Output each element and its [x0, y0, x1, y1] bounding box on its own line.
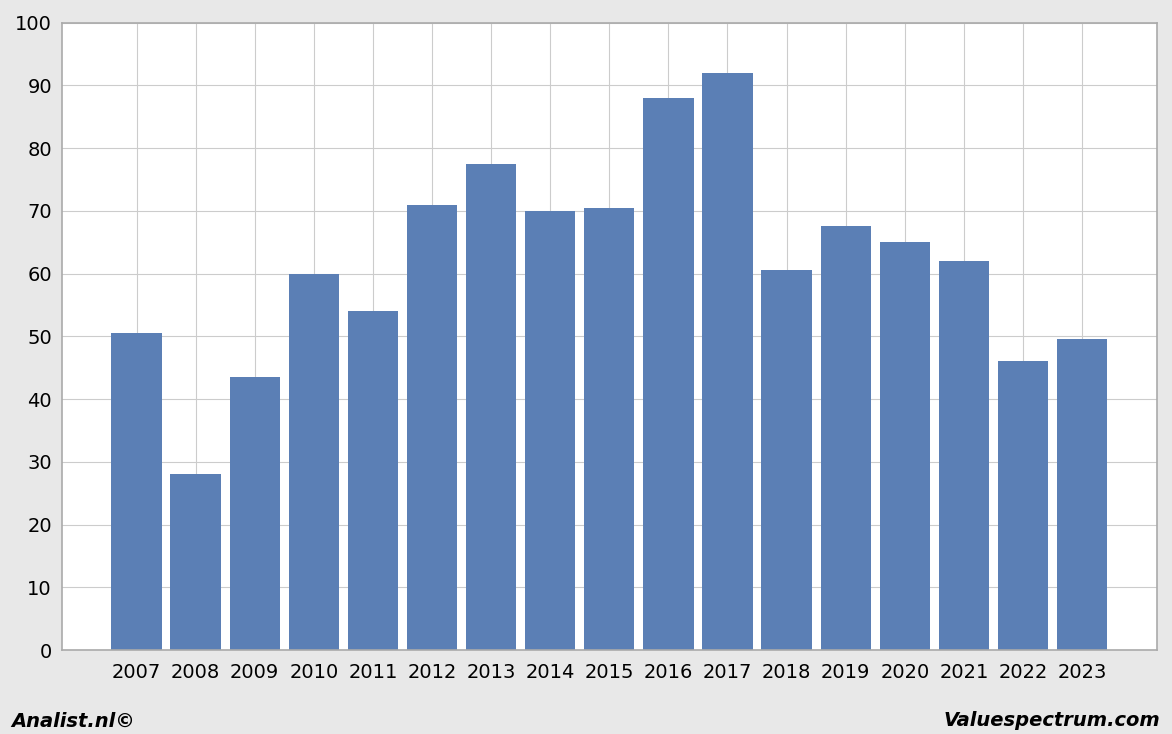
Bar	[584, 208, 634, 650]
Bar	[348, 311, 398, 650]
Bar	[407, 205, 457, 650]
Bar	[762, 270, 812, 650]
Bar	[230, 377, 280, 650]
Bar	[939, 261, 989, 650]
Bar	[997, 361, 1048, 650]
Bar	[643, 98, 694, 650]
Bar	[820, 227, 871, 650]
Bar	[1057, 339, 1108, 650]
Bar	[288, 274, 339, 650]
Bar	[170, 474, 220, 650]
Bar	[111, 333, 162, 650]
Bar	[466, 164, 516, 650]
Text: Analist.nl©: Analist.nl©	[12, 711, 136, 730]
Bar	[702, 73, 752, 650]
Bar	[525, 211, 575, 650]
Bar	[880, 242, 929, 650]
Text: Valuespectrum.com: Valuespectrum.com	[943, 711, 1160, 730]
